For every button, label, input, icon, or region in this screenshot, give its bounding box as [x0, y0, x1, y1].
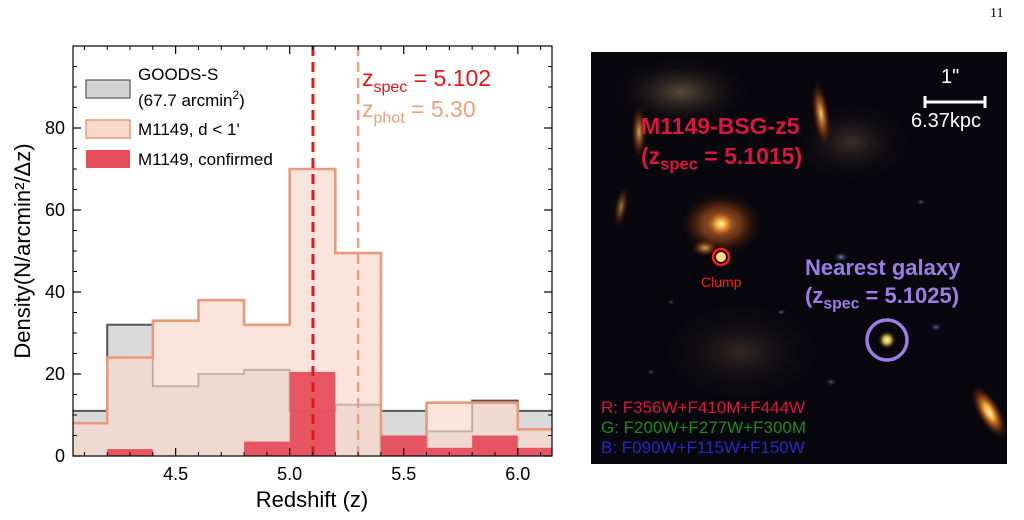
hist-bar: [244, 324, 290, 456]
galaxy-field-image: [591, 52, 1007, 464]
histogram-chart: 4.5 5.0 5.5 6.0 0 20 40 60 80 GOODS-S (67.7 arcmi…: [10, 45, 553, 512]
object-name-label: M1149-BSG-z5: [641, 113, 800, 139]
vline-label-phot: zphot = 5.30: [362, 96, 476, 127]
hist-bar: [198, 300, 245, 456]
hist-bar: [426, 447, 473, 456]
x-tick-label: 5.0: [277, 464, 302, 484]
x-tick-label: 5.5: [391, 464, 416, 484]
nearest-galaxy-redshift-label: (zspec = 5.1025): [805, 283, 960, 313]
y-tick-label: 0: [55, 446, 65, 466]
hist-bar: [426, 402, 473, 456]
x-tick-label: 4.5: [163, 464, 188, 484]
hist-bar: [244, 441, 290, 456]
x-tick-label: 6.0: [505, 464, 530, 484]
y-tick-label: 40: [45, 282, 65, 302]
hist-bar: [152, 320, 199, 456]
filter-blue-label: B: F090W+F115W+F150W: [601, 438, 805, 457]
hist-bar: [107, 357, 153, 456]
scale-bar-kpc-label: 6.37kpc: [911, 110, 982, 132]
hist-bar: [517, 447, 552, 456]
nearest-galaxy-label: Nearest galaxy: [805, 255, 961, 280]
hist-step-outline: [73, 167, 552, 456]
x-axis-label: Redshift (z): [256, 487, 368, 512]
legend-label-m1149-d1: M1149, d < 1': [138, 120, 240, 139]
filter-green-label: G: F200W+F277W+F300M: [601, 418, 807, 437]
nearest-galaxy-marker-circle: [865, 318, 909, 362]
legend-label-goods-s-area: (67.7 arcmin2): [138, 88, 245, 110]
hist-bar: [380, 435, 427, 456]
page-number: 11: [990, 6, 1004, 21]
vline-label-spec: zspec = 5.102: [362, 65, 491, 96]
legend-swatch-m1149-d1: [85, 119, 131, 139]
scale-bar-arcsec-label: 1": [941, 66, 960, 88]
object-redshift-label: (zspec = 5.1015): [641, 143, 803, 174]
hist-bar: [472, 435, 518, 456]
y-tick-label: 20: [45, 364, 65, 384]
y-axis-label: Density(N/arcmin²/Δz): [10, 143, 35, 358]
hist-bar: [73, 423, 108, 456]
legend-swatch-m1149-confirmed: [86, 150, 130, 168]
y-tick-label: 80: [45, 118, 65, 138]
legend-swatch-goods-s: [85, 79, 131, 99]
jwst-image-panel: 1" 6.37kpc M1149-BSG-z5 (zspec = 5.1015)…: [591, 52, 1007, 464]
legend-label-m1149-confirmed: M1149, confirmed: [138, 150, 273, 169]
y-tick-label: 60: [45, 200, 65, 220]
clump-marker-circle: [711, 247, 731, 267]
clump-label: Clump: [701, 274, 742, 290]
filter-red-label: R: F356W+F410M+F444W: [601, 398, 806, 417]
legend-label-goods-s: GOODS-S: [138, 65, 218, 84]
hist-series-1: [73, 167, 552, 456]
